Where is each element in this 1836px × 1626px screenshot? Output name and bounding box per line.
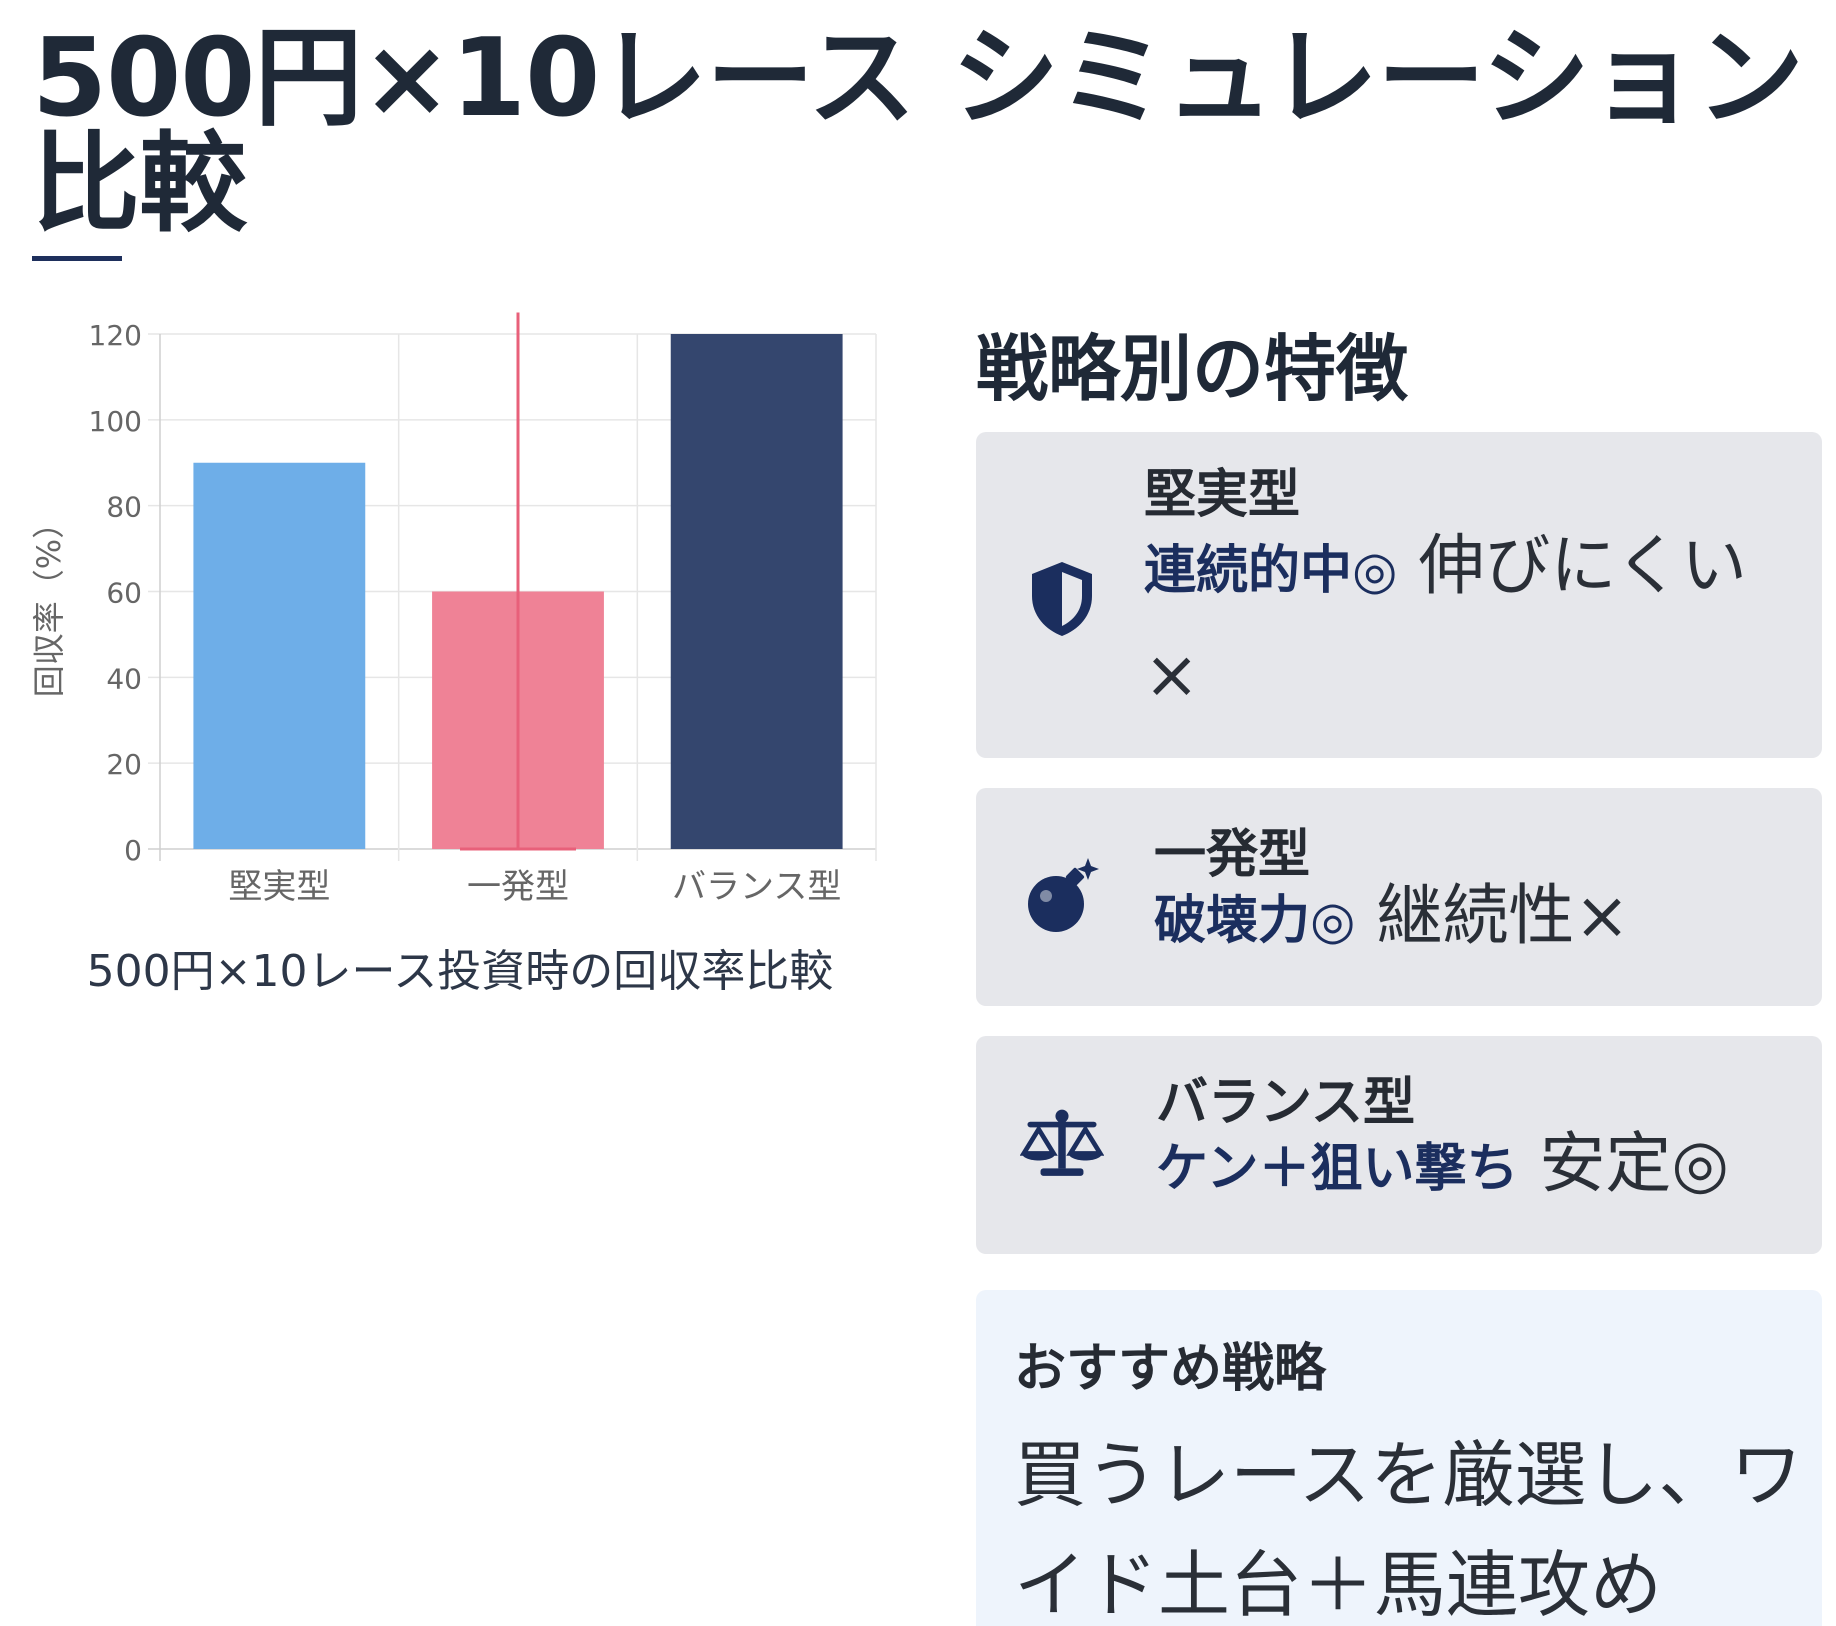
chart-title: 500円×10レース投資時の回収率比較 <box>86 946 834 997</box>
x-tick-label: バランス型 <box>672 867 841 907</box>
y-tick-label: 120 <box>89 319 142 352</box>
strategy-card-steady: 堅実型 連続的中◎ 伸びにくい× <box>976 432 1822 758</box>
bar-1 <box>193 462 366 849</box>
recommendation-title: おすすめ戦略 <box>1014 1339 1327 1399</box>
card-weakness: 伸びにくい× <box>1144 527 1748 713</box>
x-tick-label: 堅実型 <box>228 867 330 907</box>
card-title: バランス型 <box>1156 1073 1415 1133</box>
bar-3 <box>670 334 843 849</box>
shield-icon <box>1020 556 1104 640</box>
strategy-card-balance: バランス型 ケン＋狙い撃ち 安定◎ <box>976 1036 1822 1254</box>
card-strength: 連続的中◎ <box>1144 541 1398 601</box>
y-axis-label: 回収率（%） <box>30 507 68 697</box>
card-strength: 破壊力◎ <box>1154 891 1356 951</box>
y-tick-label: 100 <box>89 405 142 438</box>
y-tick-label: 20 <box>106 748 142 781</box>
y-tick-label: 0 <box>124 834 142 867</box>
card-strength: ケン＋狙い撃ち <box>1156 1139 1519 1199</box>
card-description: ケン＋狙い撃ち 安定◎ <box>1156 1112 1816 1221</box>
x-tick-label: 一発型 <box>467 867 569 907</box>
bomb-icon <box>1020 854 1104 938</box>
card-weakness: 継続性× <box>1355 877 1630 954</box>
y-tick-label: 40 <box>106 662 142 695</box>
scale-icon <box>1020 1104 1104 1188</box>
strategy-card-oneshot: 一発型 破壊力◎ 継続性× <box>976 788 1822 1006</box>
chart-bars <box>193 334 843 849</box>
chart-ticks: 0 20 40 60 80 100 120 堅実型 一発型 バランス型 <box>89 319 842 907</box>
recovery-rate-chart: 0 20 40 60 80 100 120 堅実型 一発型 バランス型 回収率（%） <box>30 312 877 907</box>
y-tick-label: 80 <box>106 491 142 524</box>
y-tick-label: 60 <box>106 577 142 610</box>
card-description: 連続的中◎ 伸びにくい× <box>1144 514 1784 727</box>
card-weakness: 安定◎ <box>1518 1125 1730 1202</box>
card-description: 破壊力◎ 継続性× <box>1154 864 1794 973</box>
page-title: 500円×10レース シミュレーション比較 <box>32 16 1804 247</box>
card-title: 堅実型 <box>1144 465 1301 525</box>
recommendation-text: 買うレースを厳選し、ワイド土台＋馬連攻め <box>1014 1433 1803 1626</box>
recommendation-card: おすすめ戦略 買うレースを厳選し、ワイド土台＋馬連攻め <box>976 1290 1822 1626</box>
chart-error-bars <box>460 312 576 851</box>
card-title: 一発型 <box>1154 825 1311 885</box>
title-underline <box>32 256 122 261</box>
section-title: 戦略別の特徴 <box>976 327 1409 411</box>
